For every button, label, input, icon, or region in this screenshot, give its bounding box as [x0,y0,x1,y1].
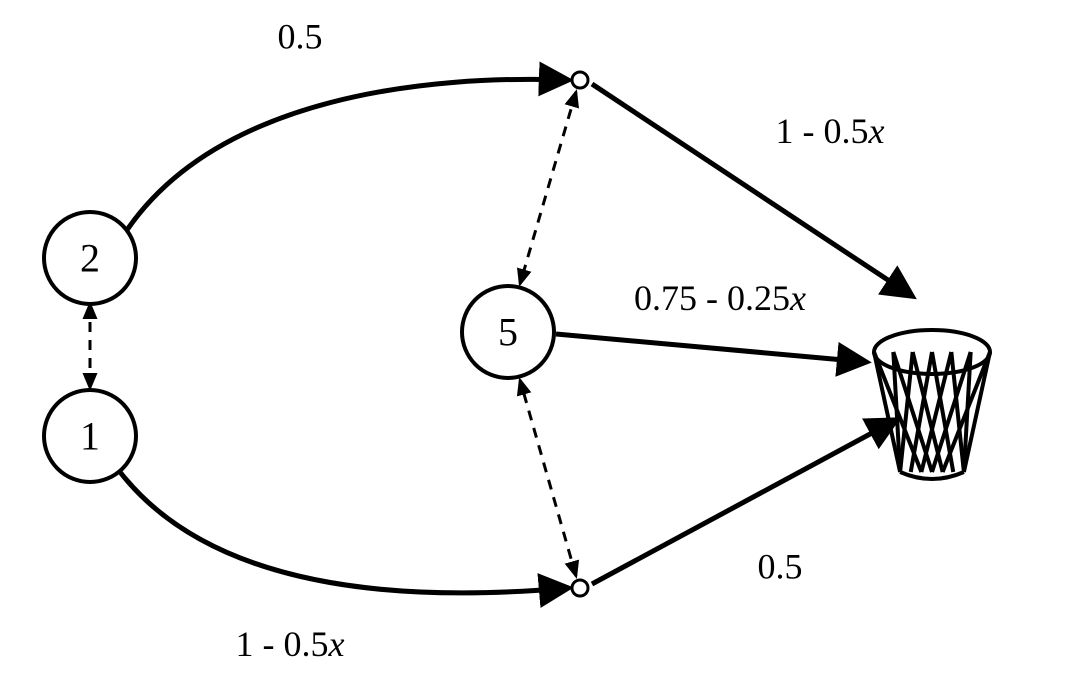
edge-e_5_hoop [556,334,866,362]
junction-pt_top [572,72,588,88]
node-label-n1: 1 [80,414,100,459]
edge-e_2_ptTop [127,79,568,230]
edge-e_1_ptBot [120,472,568,593]
basketball-hoop [874,330,990,479]
edge-e_ptBot_5_dashed [520,380,576,576]
nodes-group: 2 1 5 [44,212,554,482]
edge-e_ptBot_hoop [592,420,896,584]
edge-e_ptTop_5_dashed [520,92,576,284]
node-label-n2: 2 [80,236,100,281]
edge-label-e_5_hoop: 0.75 - 0.25x [634,278,806,318]
junction-pt_bottom [572,580,588,596]
hoop-net-bottom [900,472,964,479]
edge-label-e_1_ptBot: 1 - 0.5x [236,624,345,664]
edge-label-e_2_ptTop: 0.5 [278,16,323,56]
edge-label-e_ptTop_hoop: 1 - 0.5x [776,111,885,151]
diagram-canvas: 2 1 5 0.5 1 - 0.5x 1 - 0.5x 0.5 0.75 - 0.25x [0,0,1080,682]
edge-labels-group: 0.5 1 - 0.5x 1 - 0.5x 0.5 0.75 - 0.25x [236,16,885,664]
edge-label-e_ptBot_hoop: 0.5 [758,546,803,586]
node-label-n5: 5 [498,310,518,355]
